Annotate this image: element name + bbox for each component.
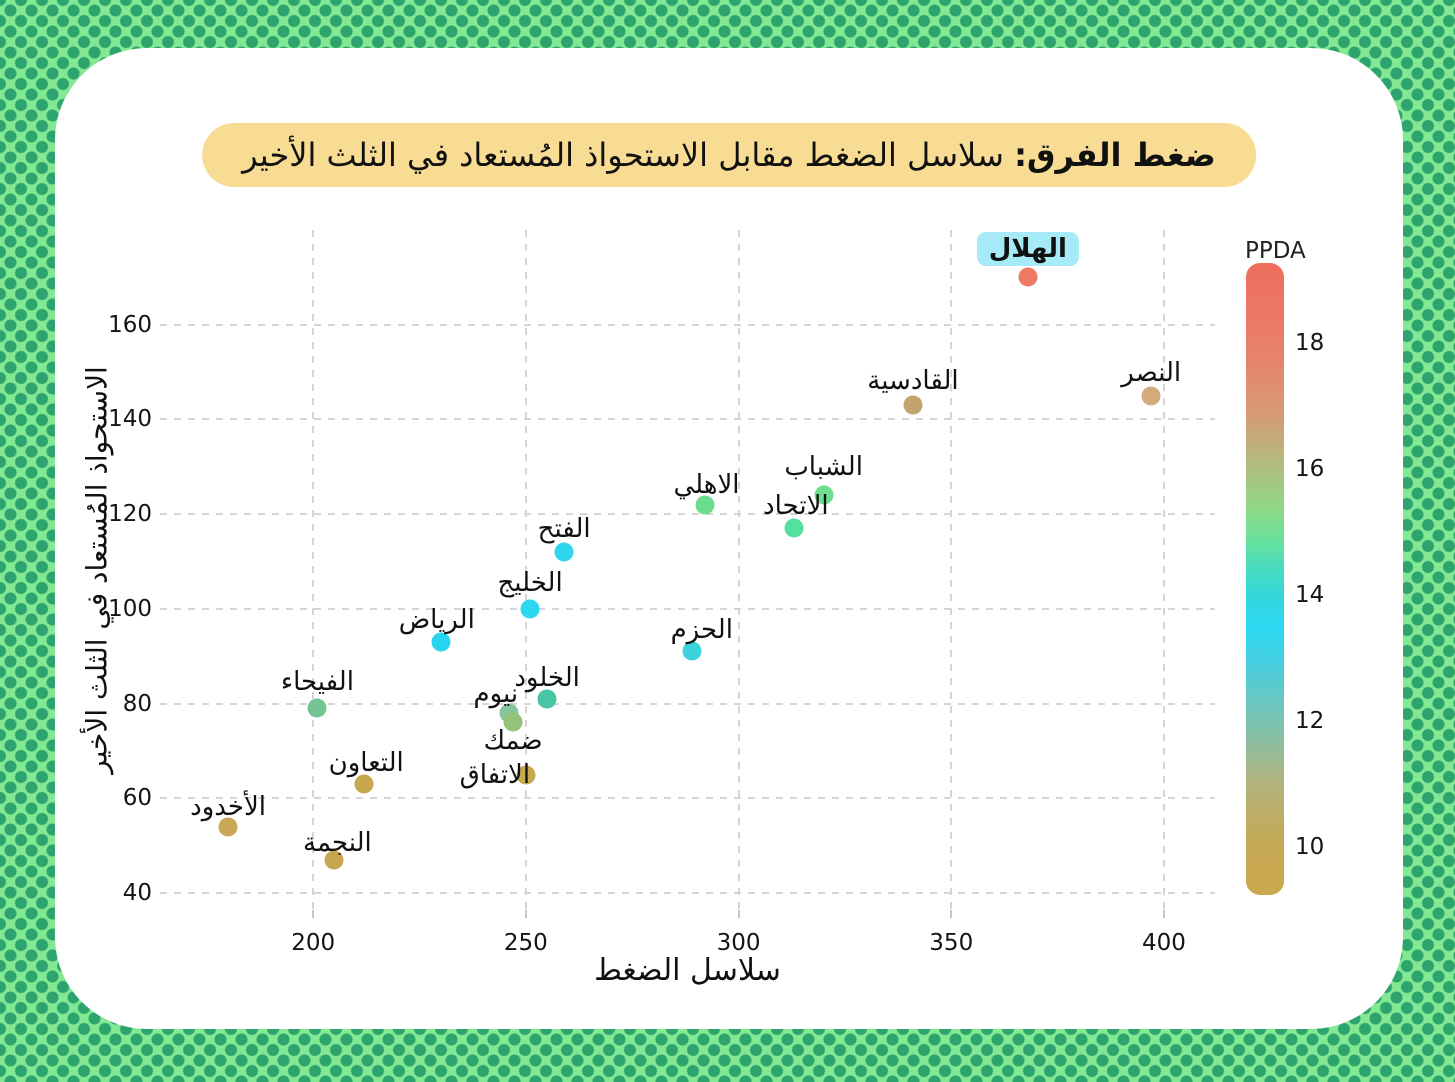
- x-tick-mark: [737, 910, 740, 918]
- team-label: ضمك: [483, 726, 543, 757]
- data-point: [218, 817, 238, 837]
- team-label: الفتح: [537, 514, 591, 544]
- x-tick-mark: [312, 910, 315, 918]
- colorbar: PPDA 18 16 14 12 10: [1245, 230, 1405, 910]
- team-label: الاتحاد: [763, 491, 829, 522]
- x-tick-mark: [1162, 910, 1165, 918]
- colorbar-tick-label: 12: [1295, 708, 1325, 735]
- x-gridline: [524, 230, 527, 910]
- x-gridline: [950, 230, 953, 910]
- data-point: [682, 641, 702, 661]
- y-gridline: [160, 702, 1215, 705]
- team-label-highlighted: الهلال: [976, 232, 1079, 267]
- team-label: التعاون: [328, 748, 404, 779]
- x-gridline: [737, 230, 740, 910]
- data-point: [520, 599, 540, 619]
- data-point: [324, 850, 344, 870]
- x-tick-label: 300: [716, 930, 761, 956]
- team-label: نيوم: [473, 679, 519, 709]
- chart-title-bold: ضغط الفرق:: [1014, 136, 1216, 174]
- data-point: [516, 765, 536, 785]
- y-tick-label: 120: [108, 501, 152, 528]
- team-label: الرياض: [398, 604, 475, 635]
- team-label: النجمة: [303, 827, 372, 858]
- y-gridline: [160, 513, 1215, 516]
- x-tick-mark: [950, 910, 953, 918]
- x-tick-mark: [524, 910, 527, 918]
- plot-area: 200 250 300 350 400 40 60 80 100 120 140 160 الهلال ا…: [108, 230, 1215, 956]
- y-gridline: [160, 797, 1215, 800]
- y-tick-label: 60: [122, 785, 152, 812]
- team-label: الشباب: [784, 452, 863, 483]
- x-axis-title: سلاسل الضغط: [594, 953, 781, 988]
- data-point: [784, 518, 804, 538]
- team-label: النصر: [1121, 357, 1182, 388]
- data-point: [503, 712, 523, 732]
- data-point: [431, 632, 451, 652]
- x-gridline: [312, 230, 315, 910]
- data-point: [307, 698, 327, 718]
- team-label: الخليج: [497, 567, 563, 598]
- colorbar-gradient: [1246, 263, 1284, 895]
- data-point: [903, 395, 923, 415]
- data-point: [554, 542, 574, 562]
- data-point: [1018, 267, 1038, 287]
- y-gridline: [160, 323, 1215, 326]
- team-label: القادسية: [867, 366, 959, 397]
- x-tick-label: 200: [291, 930, 336, 956]
- team-label: الاتفاق: [459, 759, 531, 790]
- colorbar-tick-label: 16: [1295, 456, 1325, 483]
- x-gridline: [1162, 230, 1165, 910]
- y-tick-label: 40: [122, 879, 152, 906]
- y-axis-title: الاستحواذ المُستعاد في الثلث الأخير: [80, 366, 114, 774]
- y-tick-label: 160: [108, 311, 152, 338]
- y-tick-label: 140: [108, 406, 152, 433]
- chart-title-pill: ضغط الفرق: سلاسل الضغط مقابل الاستحواذ ا…: [202, 123, 1256, 187]
- chart-card: ضغط الفرق: سلاسل الضغط مقابل الاستحواذ ا…: [55, 48, 1403, 1029]
- colorbar-tick-label: 14: [1295, 581, 1325, 608]
- colorbar-tick-label: 18: [1295, 330, 1325, 357]
- data-point: [695, 495, 715, 515]
- colorbar-title: PPDA: [1245, 238, 1306, 264]
- data-point: [1141, 386, 1161, 406]
- colorbar-tick-label: 10: [1295, 833, 1325, 860]
- chart-title-rest: سلاسل الضغط مقابل الاستحواذ المُستعاد في…: [242, 136, 1015, 174]
- team-label: الفيحاء: [280, 667, 354, 698]
- y-gridline: [160, 891, 1215, 894]
- team-label: الاهلي: [673, 469, 740, 500]
- team-label: الأخدود: [190, 791, 267, 822]
- data-point: [537, 689, 557, 709]
- y-tick-label: 80: [122, 690, 152, 717]
- data-point: [354, 774, 374, 794]
- y-gridline: [160, 607, 1215, 610]
- x-tick-label: 400: [1141, 930, 1186, 956]
- y-gridline: [160, 418, 1215, 421]
- team-label: الحزم: [670, 615, 733, 646]
- y-tick-label: 100: [108, 595, 152, 622]
- data-point: [814, 485, 834, 505]
- x-tick-label: 350: [929, 930, 974, 956]
- x-tick-label: 250: [503, 930, 548, 956]
- team-label: الخلود: [514, 662, 580, 693]
